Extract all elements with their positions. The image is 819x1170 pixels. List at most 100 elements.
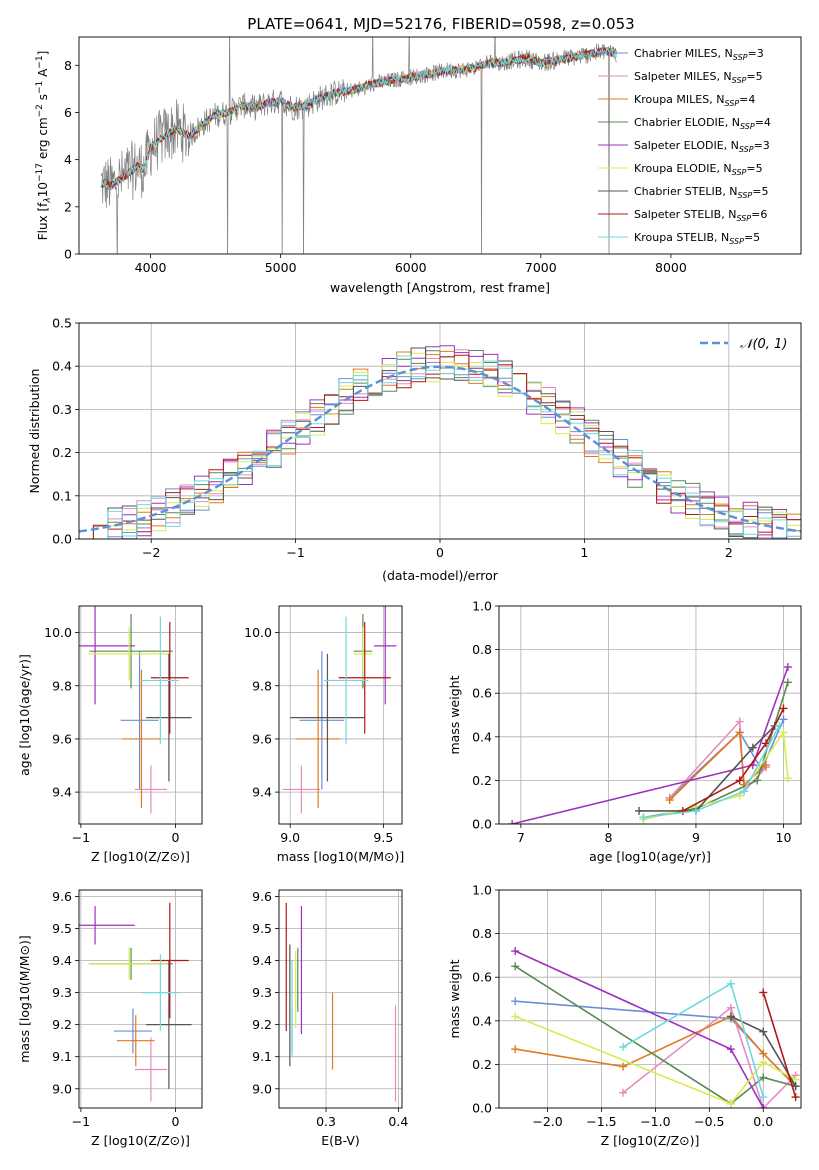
weight-series-line [514, 950, 765, 1108]
x-tick-label: 0.3 [316, 1114, 336, 1129]
weight-series-line [643, 730, 789, 821]
x-axis-label: mass [log10(M/M⊙)] [277, 849, 405, 864]
legend-nssp-value: 5 [756, 70, 763, 83]
y-tick-label: 0.8 [472, 642, 492, 657]
y-tick-label: 0.5 [52, 316, 72, 331]
weight-series-line [514, 1015, 796, 1105]
legend-label: Kroupa ELODIE, NSSP=5 [634, 162, 763, 177]
axes-frame [278, 605, 403, 825]
x-tick-label: −1 [286, 545, 304, 560]
weight-point-marker [748, 743, 757, 752]
y-label-exp4: −1 [35, 55, 45, 68]
weight-vs-metallicity-panel: −2.0 −1.5 −1.0 −0.5 0.0 0.0 0.2 0.4 0.6 0.8 1.0 Z [… [447, 883, 802, 1148]
legend-series-name: Chabrier MILES [634, 47, 718, 60]
weight-series-line [682, 708, 785, 812]
plot-area [100, 37, 617, 254]
weight-point-marker [759, 1073, 768, 1082]
x-tick-label: 0.4 [388, 1114, 408, 1129]
weight-point-marker [508, 820, 517, 824]
y-tick-label: 0.2 [472, 1057, 492, 1072]
x-tick-label: −1.5 [586, 1114, 616, 1129]
y-label-exp2: −2 [35, 104, 45, 117]
legend-nssp-prefix: , N [714, 231, 729, 244]
x-tick-label: 4000 [135, 260, 167, 275]
legend-nssp-eq: = [755, 116, 764, 129]
weight-point-marker [678, 806, 687, 815]
x-tick-label: 7000 [525, 260, 557, 275]
x-tick-label: −0.5 [694, 1114, 724, 1129]
y-tick-label: 6 [64, 105, 72, 120]
legend-nssp-value: 5 [761, 185, 768, 198]
x-tick-label: −2 [142, 545, 160, 560]
y-label-mid: 10 [36, 182, 50, 197]
legend-series-name: Kroupa ELODIE [634, 162, 716, 175]
weight-point-marker [759, 1058, 768, 1067]
y-tick-label: 0.4 [472, 1013, 492, 1028]
axes-frame [78, 36, 802, 255]
legend-series-name: Salpeter STELIB [634, 208, 721, 221]
legend-label: Salpeter STELIB, NSSP=6 [634, 208, 767, 223]
y-tick-label: 0.2 [52, 445, 72, 460]
x-tick-label: −2.0 [532, 1114, 562, 1129]
axes-frame [498, 605, 802, 825]
x-tick-label: 9.0 [280, 830, 300, 845]
weight-series-line [669, 730, 767, 801]
legend-nssp-prefix: , N [716, 162, 731, 175]
x-tick-label: 8 [604, 830, 612, 845]
x-axis-label: age [log10(age/yr)] [589, 849, 711, 864]
y-label-unit2: s [36, 94, 50, 104]
y-tick-label: 9.4 [52, 953, 72, 968]
legend-nssp-sub: SSP [736, 214, 751, 223]
weight-point-marker [779, 715, 788, 724]
weight-point-marker [759, 1093, 768, 1102]
y-tick-label: 9.6 [52, 889, 72, 904]
weight-point-marker [665, 796, 674, 805]
weight-vs-age-panel: 7 8 9 10 0.0 0.2 0.4 0.6 0.8 1.0 age [log10(age/yr… [447, 599, 802, 864]
y-tick-label: 0.8 [472, 926, 492, 941]
legend-nssp-prefix: , N [725, 116, 740, 129]
x-axis-label: Z [log10(Z/Z⊙)] [91, 1133, 190, 1148]
age-vs-metallicity-panel: −1 0 9.4 9.6 9.8 10.0 Z [log10(Z/Z⊙)] age [log1… [17, 605, 203, 864]
legend-nssp-sub: SSP [724, 99, 739, 108]
spectrum-panel: 4000 5000 6000 7000 8000 0 2 4 6 8 wavelength [Ang… [35, 36, 802, 295]
residual-histogram-outline [79, 354, 801, 539]
legend-nssp-sub: SSP [732, 168, 747, 177]
age-vs-mass-panel: 9.0 9.5 9.4 9.6 9.8 10.0 mass [log10(M/M⊙)] [244, 605, 405, 864]
plot-area [511, 947, 800, 1108]
weight-series-line [669, 719, 785, 799]
weight-point-marker [511, 947, 520, 956]
y-tick-label: 9.4 [52, 785, 72, 800]
x-tick-label: −1 [72, 1114, 90, 1129]
legend-series-name: Salpeter MILES [634, 70, 716, 83]
weight-series-line [514, 965, 796, 1105]
y-axis-label: mass [log10(M/M⊙)] [17, 935, 32, 1063]
axes-frame [78, 605, 203, 825]
legend-nssp-sub: SSP [732, 76, 747, 85]
legend-nssp-eq: = [739, 93, 748, 106]
legend-nssp-eq: = [746, 162, 755, 175]
y-label-unit3: A [36, 68, 50, 81]
weight-series-line [622, 1006, 797, 1108]
y-tick-label: 0.2 [472, 773, 492, 788]
x-tick-label: 0.0 [753, 1114, 773, 1129]
legend-nssp-prefix: , N [724, 139, 739, 152]
legend-nssp-value: 3 [757, 47, 764, 60]
y-axis-label: mass weight [447, 675, 462, 754]
y-label-close: ] [36, 51, 50, 56]
y-tick-label: 9.1 [252, 1049, 272, 1064]
y-tick-label: 0.3 [52, 402, 72, 417]
plot-area [508, 663, 792, 824]
legend-series-name: Kroupa STELIB [634, 231, 714, 244]
legend-label: Salpeter MILES, NSSP=5 [634, 70, 763, 85]
y-tick-label: 0.6 [472, 686, 492, 701]
weight-point-marker [779, 704, 788, 713]
x-tick-label: 5000 [265, 260, 297, 275]
legend-nssp-prefix: , N [716, 70, 731, 83]
legend-label: Salpeter ELODIE, NSSP=3 [634, 139, 770, 154]
legend-nssp-sub: SSP [740, 122, 755, 131]
y-tick-label: 0 [64, 247, 72, 262]
legend-label: Chabrier MILES, NSSP=3 [634, 47, 764, 62]
legend-label: Chabrier STELIB, NSSP=5 [634, 185, 768, 200]
y-tick-label: 9.2 [52, 1017, 72, 1032]
